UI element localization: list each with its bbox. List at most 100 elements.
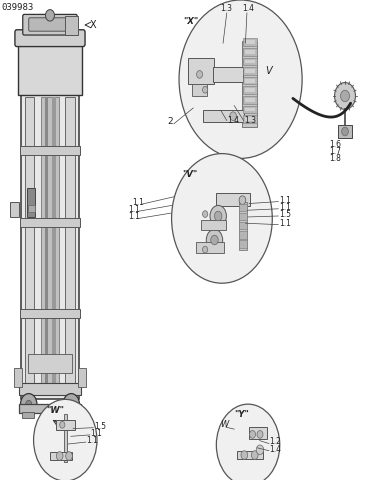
Text: 1.3: 1.3 xyxy=(220,4,232,13)
FancyBboxPatch shape xyxy=(203,110,244,122)
Circle shape xyxy=(214,211,222,221)
FancyBboxPatch shape xyxy=(52,97,56,395)
Text: 1.4: 1.4 xyxy=(270,444,282,454)
Circle shape xyxy=(172,154,272,283)
Circle shape xyxy=(68,400,74,408)
Text: X: X xyxy=(90,20,97,30)
Text: "W": "W" xyxy=(47,407,65,415)
FancyBboxPatch shape xyxy=(243,115,257,123)
Circle shape xyxy=(63,394,79,415)
Circle shape xyxy=(257,431,263,438)
Circle shape xyxy=(256,445,264,455)
Circle shape xyxy=(216,404,280,480)
FancyBboxPatch shape xyxy=(65,97,75,395)
FancyBboxPatch shape xyxy=(245,88,255,92)
FancyBboxPatch shape xyxy=(18,40,82,95)
Circle shape xyxy=(26,400,32,408)
FancyBboxPatch shape xyxy=(14,368,22,387)
Circle shape xyxy=(335,83,355,109)
FancyBboxPatch shape xyxy=(29,18,71,31)
Circle shape xyxy=(21,394,37,415)
FancyBboxPatch shape xyxy=(188,58,214,84)
Circle shape xyxy=(56,452,63,460)
FancyBboxPatch shape xyxy=(245,69,255,73)
Circle shape xyxy=(341,90,350,102)
FancyBboxPatch shape xyxy=(20,146,80,155)
FancyBboxPatch shape xyxy=(239,222,247,229)
FancyBboxPatch shape xyxy=(41,97,59,395)
FancyBboxPatch shape xyxy=(27,188,35,217)
Text: 1.1: 1.1 xyxy=(129,205,141,214)
Text: 1.1: 1.1 xyxy=(279,195,291,204)
Circle shape xyxy=(239,196,246,204)
Circle shape xyxy=(203,246,208,253)
Circle shape xyxy=(203,86,208,93)
Circle shape xyxy=(197,71,203,78)
Text: 1.6: 1.6 xyxy=(329,140,341,149)
FancyBboxPatch shape xyxy=(245,117,255,121)
FancyBboxPatch shape xyxy=(243,96,257,104)
Text: W: W xyxy=(220,420,229,429)
FancyBboxPatch shape xyxy=(10,202,19,217)
FancyBboxPatch shape xyxy=(239,204,247,211)
FancyBboxPatch shape xyxy=(28,205,35,212)
FancyBboxPatch shape xyxy=(65,16,78,35)
FancyBboxPatch shape xyxy=(245,98,255,102)
Text: 1.7: 1.7 xyxy=(329,147,341,156)
FancyBboxPatch shape xyxy=(245,79,255,83)
Circle shape xyxy=(60,421,65,428)
FancyBboxPatch shape xyxy=(19,383,81,395)
FancyBboxPatch shape xyxy=(64,414,67,462)
Circle shape xyxy=(46,10,54,21)
FancyBboxPatch shape xyxy=(243,58,257,65)
FancyBboxPatch shape xyxy=(249,427,267,439)
Text: 1.1: 1.1 xyxy=(91,429,103,438)
FancyBboxPatch shape xyxy=(192,84,207,96)
Text: "X": "X" xyxy=(183,17,198,25)
Text: 1.3: 1.3 xyxy=(244,116,256,125)
Circle shape xyxy=(203,211,208,217)
Circle shape xyxy=(342,127,348,136)
Text: 1.8: 1.8 xyxy=(329,154,341,163)
FancyBboxPatch shape xyxy=(45,97,48,395)
Circle shape xyxy=(241,451,248,459)
FancyBboxPatch shape xyxy=(243,86,257,94)
Text: Y: Y xyxy=(64,422,70,432)
FancyBboxPatch shape xyxy=(15,30,85,47)
Circle shape xyxy=(211,235,218,245)
Text: 1.4: 1.4 xyxy=(228,116,239,125)
FancyBboxPatch shape xyxy=(19,404,81,413)
FancyBboxPatch shape xyxy=(56,420,75,430)
FancyBboxPatch shape xyxy=(243,48,257,56)
FancyBboxPatch shape xyxy=(66,412,78,418)
Text: 2: 2 xyxy=(167,117,173,126)
Circle shape xyxy=(206,229,223,251)
Circle shape xyxy=(210,205,226,227)
FancyBboxPatch shape xyxy=(245,60,255,63)
Text: 039983: 039983 xyxy=(2,3,34,12)
Text: V: V xyxy=(265,66,272,76)
FancyBboxPatch shape xyxy=(338,125,352,138)
FancyBboxPatch shape xyxy=(25,97,34,395)
FancyBboxPatch shape xyxy=(237,451,263,459)
FancyBboxPatch shape xyxy=(21,42,79,399)
FancyBboxPatch shape xyxy=(243,106,257,113)
FancyBboxPatch shape xyxy=(239,213,247,220)
FancyBboxPatch shape xyxy=(239,240,247,248)
FancyBboxPatch shape xyxy=(245,40,255,44)
FancyBboxPatch shape xyxy=(243,67,257,75)
FancyBboxPatch shape xyxy=(201,220,226,230)
FancyBboxPatch shape xyxy=(216,193,250,206)
FancyBboxPatch shape xyxy=(23,14,77,35)
Text: 1.2: 1.2 xyxy=(270,437,282,446)
FancyBboxPatch shape xyxy=(50,452,72,460)
Circle shape xyxy=(34,399,97,480)
Text: 1.4: 1.4 xyxy=(242,4,254,13)
FancyBboxPatch shape xyxy=(22,412,34,418)
FancyBboxPatch shape xyxy=(20,218,80,227)
FancyBboxPatch shape xyxy=(78,368,86,387)
Text: 1.1: 1.1 xyxy=(279,203,291,212)
FancyBboxPatch shape xyxy=(20,309,80,318)
FancyBboxPatch shape xyxy=(245,50,255,54)
FancyBboxPatch shape xyxy=(243,38,257,46)
